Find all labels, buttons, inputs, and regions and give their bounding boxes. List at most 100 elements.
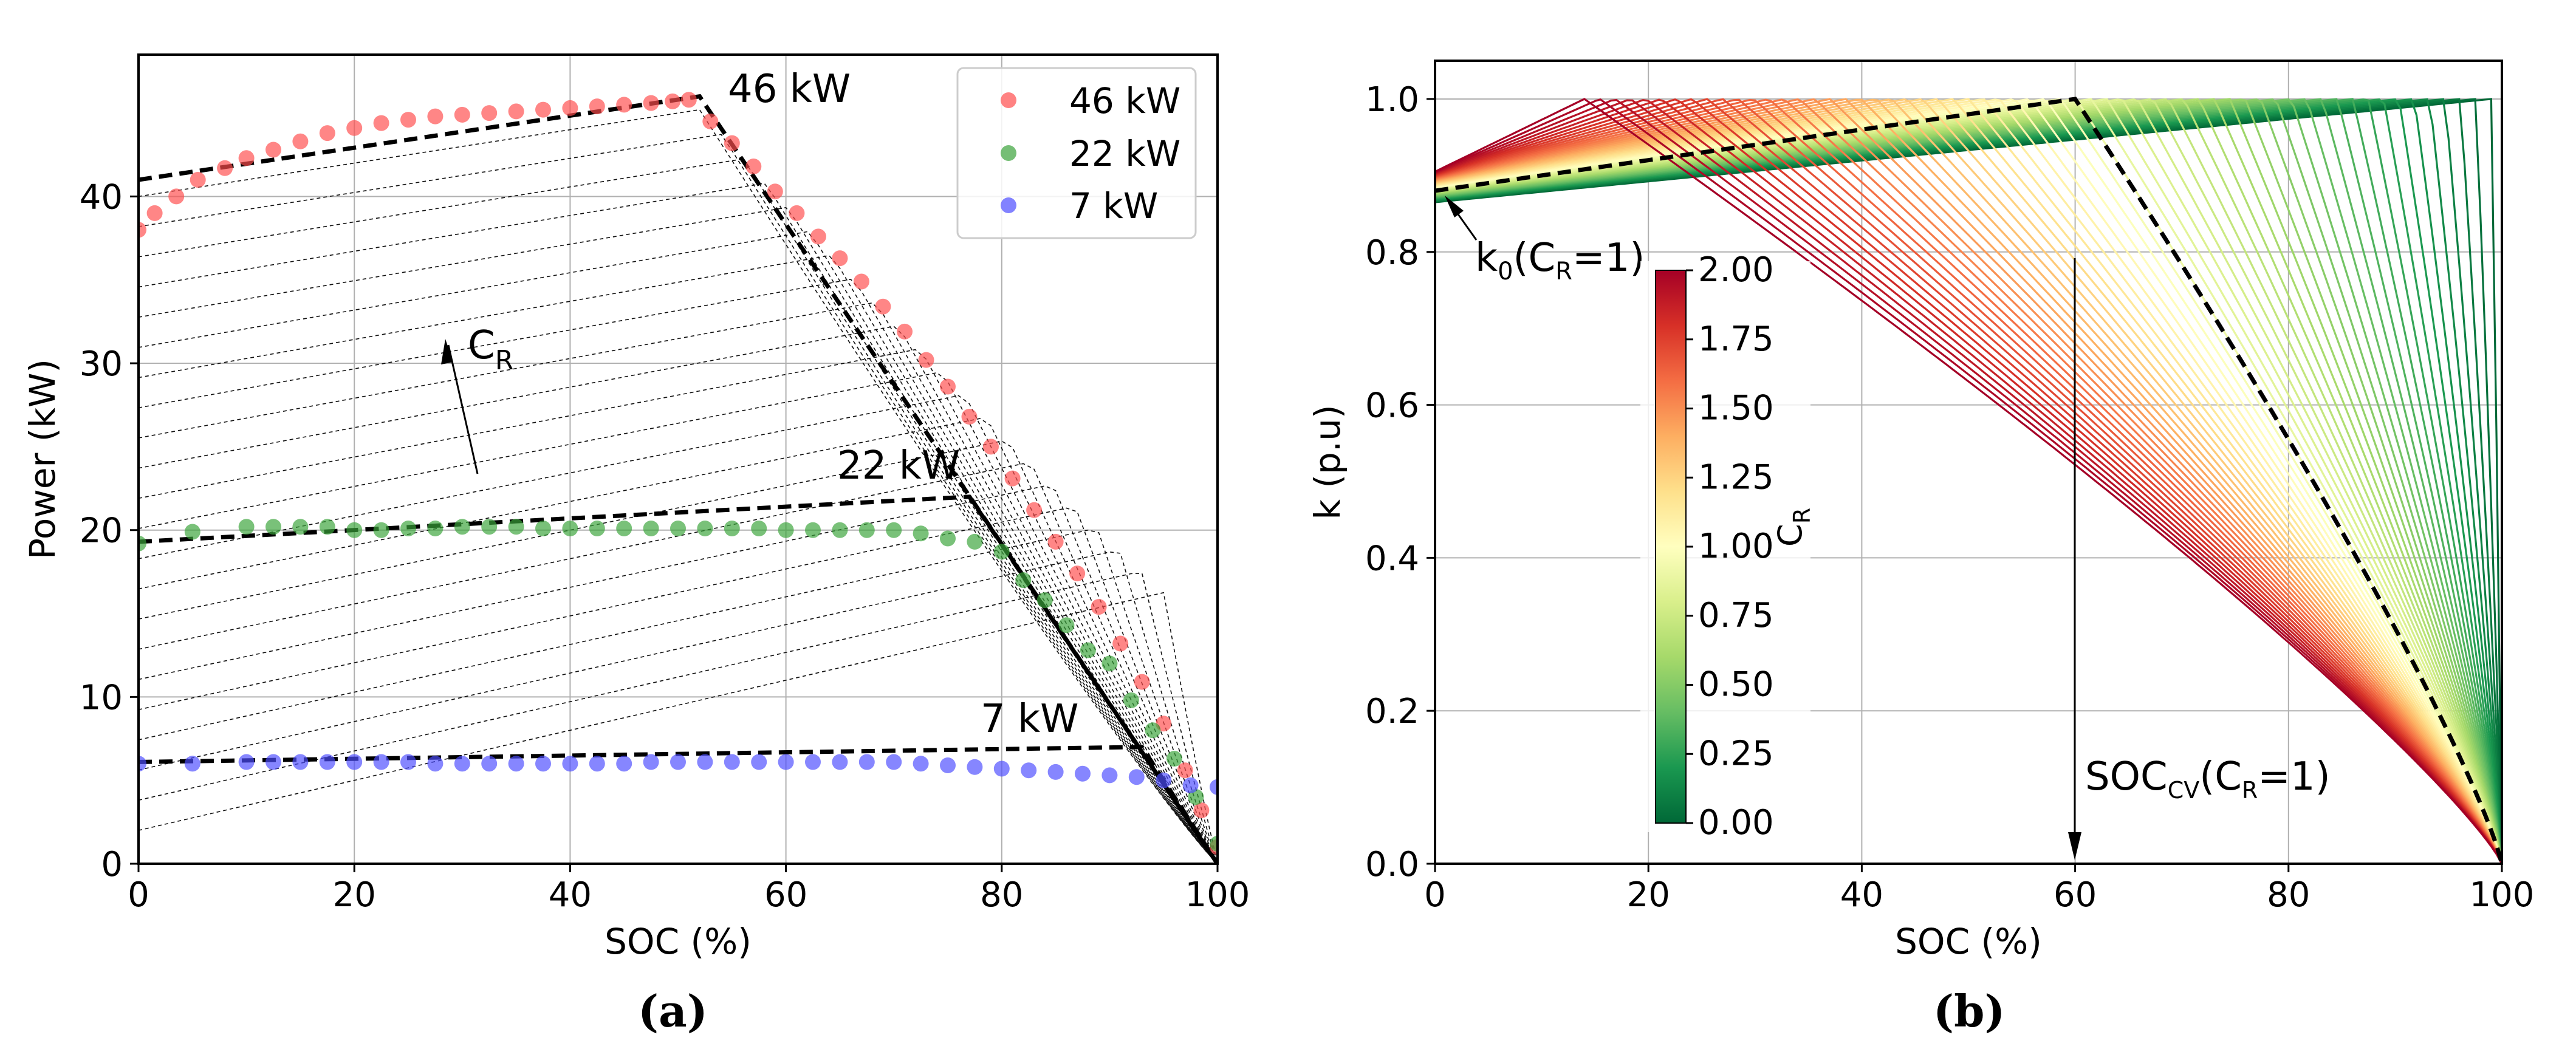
panel-a-ylabel: Power (kW): [22, 359, 63, 559]
family-curve-10: [139, 372, 1218, 864]
k-curve-59: [1435, 98, 2502, 864]
series-0-point-45: [1177, 762, 1193, 779]
series-2-point-7: [373, 754, 389, 770]
cr-arrow-shaft: [447, 344, 479, 474]
series-0-point-16: [535, 101, 551, 118]
series-0-point-31: [875, 298, 891, 315]
annotation-k0-sub: 0: [1498, 258, 1513, 285]
family-curve-14: [139, 278, 1218, 864]
series-0-point-5: [238, 150, 255, 166]
series-0-point-43: [1134, 674, 1150, 690]
k-curve-46: [1435, 98, 2502, 864]
annotation-22kw: 22 kW: [837, 443, 960, 488]
k-curve-56: [1435, 99, 2502, 864]
series-1-point-4: [292, 519, 309, 535]
panel-b-label-letter: b: [1954, 985, 1984, 1037]
panel-b-xtick-label-2: 40: [1840, 875, 1883, 915]
series-0-point-29: [832, 250, 848, 267]
series-0-point-11: [400, 112, 416, 128]
legend-label-7kw: 7 kW: [1069, 185, 1158, 227]
k0-arrow-head: [1445, 196, 1464, 217]
series-2-point-18: [670, 754, 686, 770]
series-2-point-4: [292, 754, 309, 770]
series-2-point-38: [1210, 779, 1218, 795]
legend-frame: [956, 67, 1197, 239]
colorbar-tick-label-7: 1.75: [1698, 319, 1774, 359]
series-2-point-16: [616, 756, 632, 772]
annotation-k0-main: k: [1475, 236, 1498, 281]
series-1-point-19: [697, 521, 713, 536]
panel-b-ytick-label-1: 0.2: [1365, 692, 1419, 731]
family-curve-4: [139, 507, 1218, 864]
family-curve-16: [139, 231, 1218, 864]
series-1-point-32: [1036, 592, 1053, 609]
panel-a-xtick-label-5: 100: [1185, 875, 1250, 915]
series-2-point-35: [1128, 769, 1145, 785]
series-0-point-25: [745, 159, 762, 174]
series-0-point-37: [1004, 470, 1021, 487]
series-1-point-11: [481, 519, 498, 535]
k-curve-17: [1435, 98, 2502, 864]
family-curve-21: [139, 109, 1218, 864]
panel-a-ytick-label-3: 30: [80, 344, 123, 384]
series-0-point-13: [454, 106, 470, 123]
series-1-point-24: [832, 522, 848, 538]
family-curve-17: [139, 207, 1218, 864]
series-2-point-30: [993, 760, 1010, 777]
series-1-point-9: [427, 521, 444, 536]
series-0-point-36: [983, 439, 999, 455]
k-curve-48: [1435, 98, 2502, 864]
k-curve-47: [1435, 98, 2502, 864]
series-2-point-27: [913, 756, 929, 772]
family-curve-9: [139, 395, 1218, 864]
colorbar-gradient: [1655, 270, 1687, 824]
series-0-point-4: [217, 160, 233, 176]
k-curve-44: [1435, 98, 2502, 864]
series-0-point-38: [1026, 502, 1043, 518]
series-1-point-13: [535, 521, 551, 536]
series-2-point-3: [265, 754, 281, 770]
k-curve-31: [1435, 98, 2502, 864]
k-curve-34: [1435, 98, 2502, 864]
series-1-point-1: [184, 524, 200, 540]
panel-a-xtick-label-0: 0: [128, 875, 149, 915]
series-2-point-26: [886, 754, 902, 770]
panel-a-legend: 46 kW 22 kW 7 kW: [956, 67, 1197, 239]
series-1-point-35: [1101, 655, 1118, 672]
series-1-point-37: [1145, 722, 1161, 739]
series-0-point-0: [139, 222, 146, 238]
series-1-point-20: [724, 521, 740, 536]
panel-b-ytick-label-4: 0.8: [1365, 233, 1419, 273]
panel-b-highlight-curve: [1435, 97, 2502, 864]
panel-b-ticks: 0 20 40 60 80 100 0.0 0.2 0.4 0.6 0.8 1.0: [1365, 80, 2535, 915]
family-curve-5: [139, 485, 1218, 864]
panel-b-label: (b): [1933, 985, 2006, 1037]
k-curve-35: [1435, 98, 2502, 864]
panel-a-label-letter: a: [659, 985, 687, 1037]
series-2-point-6: [346, 754, 363, 770]
family-curve-11: [139, 349, 1218, 864]
legend-marker-7kw: [1001, 197, 1016, 213]
series-2-point-12: [508, 756, 524, 772]
family-curve-18: [139, 183, 1218, 864]
panel-a-ytick-label-0: 0: [101, 845, 123, 884]
k-curve-49: [1435, 98, 2502, 864]
annotation-k0-rest: (C: [1513, 236, 1556, 281]
annotation-k0-sub2: R: [1555, 258, 1572, 285]
series-2-point-2: [238, 754, 255, 770]
series-1-point-2: [238, 519, 255, 535]
series-0-point-26: [767, 183, 783, 200]
annotation-cr-main: C: [468, 323, 495, 368]
panel-a-ticks: 0 20 40 60 80 100 0 10 20 30 40: [80, 177, 1250, 915]
panel-b-xtick-label-5: 100: [2470, 875, 2535, 915]
annotation-k0: k0(CR=1): [1475, 236, 1645, 285]
series-1-point-26: [886, 522, 902, 538]
colorbar-tick-label-6: 1.50: [1698, 389, 1774, 428]
series-1-point-10: [454, 519, 470, 535]
series-0-point-9: [346, 120, 363, 136]
panel-b-chart: 0 20 40 60 80 100 0.0 0.2 0.4 0.6 0.8 1.0 SOC (%) k…: [1307, 60, 2535, 1037]
k-curve-0: [1435, 98, 2502, 864]
series-0-point-28: [810, 228, 826, 245]
series-1-point-25: [858, 522, 875, 538]
panel-b-ytick-label-5: 1.0: [1365, 80, 1419, 120]
